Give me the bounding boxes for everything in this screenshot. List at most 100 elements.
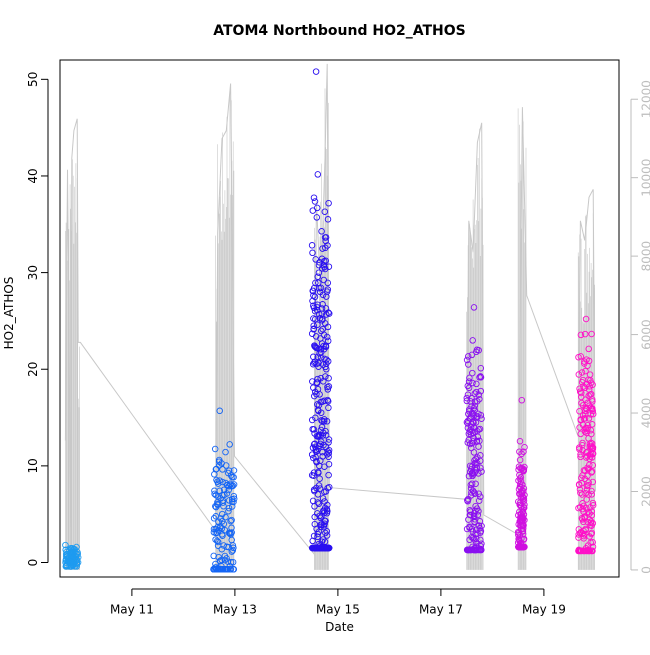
data-point: [323, 451, 331, 458]
data-point: [310, 292, 317, 299]
data-point: [314, 321, 321, 328]
data-point: [467, 508, 474, 515]
data-point: [62, 559, 69, 566]
data-point: [585, 392, 592, 400]
data-point: [470, 410, 477, 418]
data-point: [325, 449, 333, 457]
data-point: [210, 525, 218, 533]
data-point: [520, 495, 528, 502]
data-point: [588, 487, 595, 495]
data-point: [219, 566, 227, 573]
data-point: [465, 361, 472, 368]
data-point: [317, 440, 324, 448]
data-point: [585, 415, 593, 422]
data-point: [475, 490, 482, 497]
data-point: [322, 342, 330, 349]
data-point: [588, 421, 596, 428]
data-point: [214, 538, 222, 546]
data-point: [310, 302, 317, 309]
data-point: [469, 487, 477, 495]
data-point: [585, 435, 592, 442]
data-point: [309, 287, 317, 295]
data-point: [313, 484, 320, 492]
data-point: [588, 469, 595, 476]
data-point: [580, 518, 587, 526]
data-point: [213, 537, 221, 545]
data-point: [520, 543, 527, 551]
data-point: [314, 375, 321, 383]
data-point: [222, 462, 230, 469]
data-point: [468, 351, 476, 359]
data-point: [314, 544, 322, 552]
data-point: [584, 362, 591, 369]
data-point: [585, 479, 592, 486]
data-point: [463, 525, 471, 533]
data-point: [314, 171, 322, 178]
data-point: [311, 198, 319, 205]
data-point: [228, 495, 236, 503]
data-point: [68, 563, 75, 570]
data-point: [517, 477, 525, 485]
data-point: [474, 530, 481, 537]
data-point: [516, 456, 524, 464]
data-point: [464, 495, 472, 503]
data-point: [473, 414, 481, 421]
data-point: [325, 310, 333, 317]
data-point: [318, 423, 326, 431]
data-point: [230, 566, 238, 573]
data-point: [315, 401, 323, 409]
data-point: [310, 194, 318, 201]
data-point: [224, 558, 232, 565]
data-point: [321, 463, 328, 470]
series-2: [210, 407, 238, 573]
data-point: [315, 431, 323, 439]
data-point: [228, 482, 236, 490]
secondary-y-tick-label: 8000: [639, 241, 650, 272]
data-point: [520, 504, 528, 512]
data-point: [470, 304, 478, 311]
data-point: [310, 284, 318, 292]
data-point: [474, 433, 482, 441]
data-point: [515, 521, 522, 528]
data-point: [575, 481, 583, 489]
data-point: [468, 480, 476, 487]
data-point: [214, 542, 222, 549]
data-point: [324, 383, 331, 391]
data-point: [515, 477, 522, 484]
data-point: [319, 536, 327, 543]
data-point: [473, 464, 481, 471]
data-point: [577, 547, 584, 555]
data-point: [576, 407, 583, 415]
data-point: [469, 337, 476, 344]
x-tick-label: May 19: [522, 603, 566, 617]
data-point: [516, 448, 523, 455]
y-tick-label: 50: [26, 72, 40, 87]
data-point: [521, 443, 528, 451]
data-point: [470, 419, 477, 427]
data-point: [228, 473, 236, 481]
data-point: [315, 500, 323, 507]
data-point: [584, 518, 591, 526]
data-point: [314, 406, 322, 414]
data-point: [579, 472, 586, 479]
data-point: [576, 424, 583, 431]
data-point: [217, 522, 224, 530]
data-point: [219, 510, 226, 518]
data-point: [518, 503, 525, 510]
y-axis-label: HO2_ATHOS: [2, 277, 16, 350]
secondary-y-tick-label: 2000: [639, 476, 650, 507]
data-point: [324, 396, 331, 404]
data-point: [476, 437, 483, 445]
data-point: [221, 552, 229, 560]
data-point: [518, 450, 525, 458]
data-point: [583, 482, 591, 490]
data-point: [325, 436, 333, 443]
data-point: [225, 543, 232, 551]
data-point: [581, 475, 589, 483]
data-point: [318, 310, 326, 317]
data-point: [211, 445, 219, 453]
data-point: [579, 439, 586, 447]
data-point: [323, 365, 330, 373]
secondary-y-tick-label: 0: [639, 566, 650, 574]
